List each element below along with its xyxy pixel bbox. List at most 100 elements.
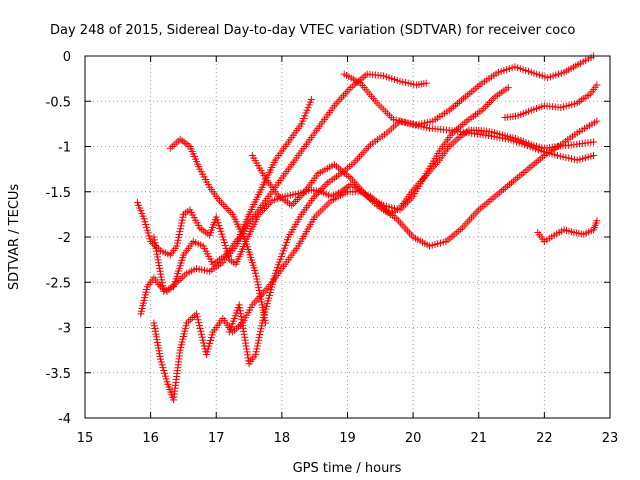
y-tick-label: 0 [63, 50, 71, 65]
data-point [197, 327, 205, 335]
data-point [154, 253, 162, 261]
x-tick-label: 15 [77, 431, 94, 446]
data-point [593, 117, 601, 125]
data-point [212, 213, 220, 221]
series-track-4 [137, 70, 430, 318]
data-point [486, 99, 494, 107]
data-point [179, 213, 187, 221]
y-axis-label: SDTVAR / TECUs [7, 184, 22, 291]
data-point [173, 239, 181, 247]
data-point [156, 264, 164, 272]
data-marks [134, 52, 601, 404]
data-point [295, 194, 303, 202]
data-point [200, 339, 208, 347]
data-point [158, 276, 166, 284]
data-point [216, 224, 224, 232]
data-point [256, 330, 264, 338]
data-point [153, 250, 161, 258]
y-tick-label: -1.5 [46, 186, 71, 201]
data-point [307, 95, 315, 103]
data-point [157, 270, 165, 278]
data-point [199, 336, 207, 344]
data-point [253, 342, 261, 350]
data-point [195, 319, 203, 327]
data-point [175, 233, 183, 241]
y-tick-label: -3 [58, 322, 71, 337]
data-point [322, 181, 330, 189]
series-track-8 [340, 70, 598, 164]
data-point [150, 236, 158, 244]
data-point [213, 216, 221, 224]
chart-title: Day 248 of 2015, Sidereal Day-to-day VTE… [50, 23, 575, 38]
data-point [254, 339, 262, 347]
series-track-5 [150, 117, 601, 404]
data-point [215, 222, 223, 230]
data-point [489, 95, 497, 103]
data-point [593, 81, 601, 89]
data-point [254, 281, 262, 289]
data-point [255, 336, 263, 344]
y-tick-label: -2.5 [46, 276, 71, 291]
y-tick-label: -1 [58, 141, 71, 156]
data-point [155, 262, 163, 270]
data-point [253, 275, 261, 283]
x-tick-label: 23 [602, 431, 619, 446]
data-point [178, 216, 186, 224]
data-point [193, 310, 201, 318]
data-point [151, 242, 159, 250]
data-point [290, 199, 298, 207]
data-point [217, 199, 225, 207]
data-point [252, 351, 260, 359]
data-point [482, 102, 490, 110]
data-point [194, 316, 202, 324]
data-point [480, 104, 488, 112]
data-point [252, 272, 260, 280]
data-point [593, 217, 601, 225]
data-point [487, 97, 495, 105]
y-tick-label: -0.5 [46, 95, 71, 110]
data-point [156, 267, 164, 275]
data-point [154, 256, 162, 264]
data-point [252, 348, 260, 356]
data-point [197, 330, 205, 338]
data-point [504, 84, 512, 92]
data-point [225, 206, 233, 214]
y-tick-label: -3.5 [46, 367, 71, 382]
data-point [255, 286, 263, 294]
axis-ticks: 15 16 17 18 19 20 21 22 23 0 -0.5 -1 -1.5 -2 -2.5 -3 -3.… [46, 50, 619, 446]
data-point [214, 219, 222, 227]
data-point [258, 298, 266, 306]
series-track-6 [225, 52, 598, 368]
data-point [218, 230, 226, 238]
x-tick-label: 18 [274, 431, 291, 446]
data-point [256, 328, 264, 336]
data-point [157, 273, 165, 281]
data-point [293, 196, 301, 204]
data-point [223, 205, 231, 213]
x-tick-label: 17 [208, 431, 225, 446]
x-tick-label: 16 [142, 431, 159, 446]
data-point [590, 138, 598, 146]
data-point [151, 239, 159, 247]
x-tick-label: 22 [536, 431, 553, 446]
data-point [407, 194, 415, 202]
data-point [252, 269, 260, 277]
y-tick-label: -4 [58, 412, 71, 427]
data-point [219, 201, 227, 209]
series-track-1 [166, 135, 269, 327]
data-point [193, 313, 201, 321]
x-tick-label: 21 [470, 431, 487, 446]
series-track-7 [248, 84, 512, 214]
series-track-10 [534, 217, 601, 246]
data-point [178, 219, 186, 227]
data-point [255, 333, 263, 341]
data-point [258, 322, 266, 330]
data-point [484, 100, 492, 108]
series-track-9 [501, 81, 601, 122]
x-axis-label: GPS time / hours [293, 461, 402, 476]
data-point [221, 203, 229, 211]
data-point [155, 259, 163, 267]
data-point [198, 333, 206, 341]
data-point [253, 345, 261, 353]
